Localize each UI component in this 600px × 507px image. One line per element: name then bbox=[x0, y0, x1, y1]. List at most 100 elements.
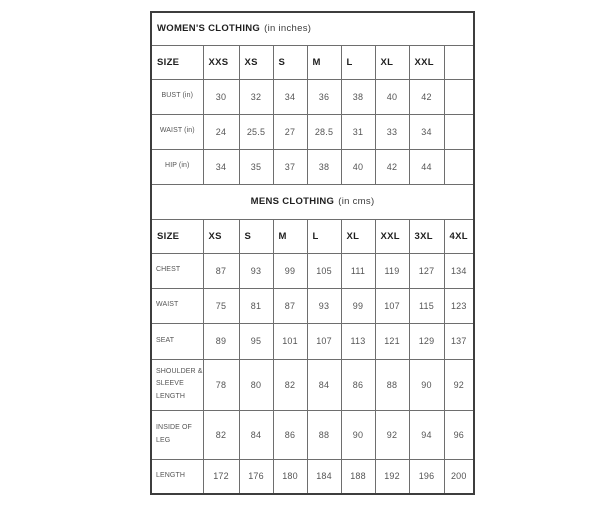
women-value-cell: 38 bbox=[340, 78, 376, 115]
women-header-cell: L bbox=[340, 44, 376, 80]
men-value-cell: 90 bbox=[408, 358, 445, 411]
men-value-cell: 200 bbox=[443, 458, 475, 495]
women-section-title: WOMEN'S CLOTHING (in inches) bbox=[150, 11, 475, 46]
women-hip-row: HIP (in) 34 35 37 38 40 42 44 bbox=[150, 148, 475, 185]
men-value-cell: 81 bbox=[238, 287, 274, 324]
men-value-cell: 101 bbox=[272, 322, 308, 360]
men-value-cell: 111 bbox=[340, 252, 376, 289]
women-row-label: HIP (in) bbox=[150, 148, 204, 185]
women-header-cell: S bbox=[272, 44, 308, 80]
women-empty-cell bbox=[443, 148, 475, 185]
women-header-cell: XS bbox=[238, 44, 274, 80]
women-title-text: WOMEN'S CLOTHING bbox=[157, 23, 261, 35]
women-row-label: BUST (in) bbox=[150, 78, 204, 115]
men-value-cell: 95 bbox=[238, 322, 274, 360]
men-value-cell: 82 bbox=[202, 409, 240, 460]
women-header-cell: XL bbox=[374, 44, 410, 80]
women-value-cell: 35 bbox=[238, 148, 274, 185]
men-value-cell: 113 bbox=[340, 322, 376, 360]
women-value-cell: 42 bbox=[374, 148, 410, 185]
women-value-cell: 42 bbox=[408, 78, 445, 115]
women-header-cell: XXS bbox=[202, 44, 240, 80]
men-row-label: CHEST bbox=[150, 252, 204, 289]
women-header-empty-cell bbox=[443, 44, 475, 80]
men-value-cell: 137 bbox=[443, 322, 475, 360]
men-value-cell: 92 bbox=[374, 409, 410, 460]
women-value-cell: 40 bbox=[374, 78, 410, 115]
men-value-cell: 172 bbox=[202, 458, 240, 495]
women-empty-cell bbox=[443, 113, 475, 150]
men-value-cell: 89 bbox=[202, 322, 240, 360]
men-value-cell: 196 bbox=[408, 458, 445, 495]
men-value-cell: 88 bbox=[306, 409, 342, 460]
women-header-size: SIZE bbox=[150, 44, 204, 80]
men-row-label: LENGTH bbox=[150, 458, 204, 495]
men-waist-row: WAIST 75 81 87 93 99 107 115 123 bbox=[150, 287, 475, 324]
women-value-cell: 27 bbox=[272, 113, 308, 150]
men-length-row: LENGTH 172 176 180 184 188 192 196 200 bbox=[150, 458, 475, 495]
men-value-cell: 78 bbox=[202, 358, 240, 411]
men-value-cell: 87 bbox=[272, 287, 308, 324]
men-value-cell: 90 bbox=[340, 409, 376, 460]
women-value-cell: 28.5 bbox=[306, 113, 342, 150]
men-seat-row: SEAT 89 95 101 107 113 121 129 137 bbox=[150, 322, 475, 360]
men-header-cell: L bbox=[306, 218, 342, 254]
men-header-size: SIZE bbox=[150, 218, 204, 254]
women-empty-cell bbox=[443, 78, 475, 115]
women-bust-row: BUST (in) 30 32 34 36 38 40 42 bbox=[150, 78, 475, 115]
men-value-cell: 92 bbox=[443, 358, 475, 411]
women-value-cell: 31 bbox=[340, 113, 376, 150]
men-title-note: (in cms) bbox=[338, 196, 375, 207]
men-value-cell: 121 bbox=[374, 322, 410, 360]
men-value-cell: 123 bbox=[443, 287, 475, 324]
men-value-cell: 87 bbox=[202, 252, 240, 289]
women-value-cell: 24 bbox=[202, 113, 240, 150]
women-value-cell: 34 bbox=[202, 148, 240, 185]
men-value-cell: 99 bbox=[272, 252, 308, 289]
men-title-row: MENS CLOTHING (in cms) bbox=[150, 183, 475, 220]
men-value-cell: 93 bbox=[238, 252, 274, 289]
women-value-cell: 33 bbox=[374, 113, 410, 150]
men-inside-leg-row: INSIDE OF LEG 82 84 86 88 90 92 94 96 bbox=[150, 409, 475, 460]
women-title-note: (in inches) bbox=[264, 23, 312, 35]
men-value-cell: 75 bbox=[202, 287, 240, 324]
men-header-row: SIZE XS S M L XL XXL 3XL 4XL bbox=[150, 218, 475, 254]
men-value-cell: 184 bbox=[306, 458, 342, 495]
women-value-cell: 36 bbox=[306, 78, 342, 115]
men-section-title: MENS CLOTHING (in cms) bbox=[150, 183, 475, 220]
women-value-cell: 34 bbox=[408, 113, 445, 150]
men-header-cell: 4XL bbox=[443, 218, 475, 254]
women-value-cell: 44 bbox=[408, 148, 445, 185]
men-value-cell: 99 bbox=[340, 287, 376, 324]
men-value-cell: 188 bbox=[340, 458, 376, 495]
men-value-cell: 176 bbox=[238, 458, 274, 495]
men-value-cell: 86 bbox=[340, 358, 376, 411]
men-value-cell: 105 bbox=[306, 252, 342, 289]
women-header-row: SIZE XXS XS S M L XL XXL bbox=[150, 44, 475, 80]
men-value-cell: 94 bbox=[408, 409, 445, 460]
women-title-row: WOMEN'S CLOTHING (in inches) bbox=[150, 11, 475, 46]
men-row-label: INSIDE OF LEG bbox=[150, 409, 204, 460]
women-value-cell: 37 bbox=[272, 148, 308, 185]
men-value-cell: 119 bbox=[374, 252, 410, 289]
women-header-cell: M bbox=[306, 44, 342, 80]
women-value-cell: 25.5 bbox=[238, 113, 274, 150]
men-header-cell: XL bbox=[340, 218, 376, 254]
men-value-cell: 96 bbox=[443, 409, 475, 460]
men-value-cell: 84 bbox=[306, 358, 342, 411]
men-value-cell: 115 bbox=[408, 287, 445, 324]
women-value-cell: 30 bbox=[202, 78, 240, 115]
men-value-cell: 93 bbox=[306, 287, 342, 324]
size-chart-table: WOMEN'S CLOTHING (in inches) SIZE XXS XS … bbox=[150, 11, 476, 495]
men-chest-row: CHEST 87 93 99 105 111 119 127 134 bbox=[150, 252, 475, 289]
men-row-label: SEAT bbox=[150, 322, 204, 360]
men-value-cell: 134 bbox=[443, 252, 475, 289]
men-header-cell: 3XL bbox=[408, 218, 445, 254]
men-title-text: MENS CLOTHING bbox=[250, 196, 335, 207]
men-header-cell: S bbox=[238, 218, 274, 254]
women-value-cell: 40 bbox=[340, 148, 376, 185]
men-value-cell: 80 bbox=[238, 358, 274, 411]
men-header-cell: XXL bbox=[374, 218, 410, 254]
men-value-cell: 127 bbox=[408, 252, 445, 289]
men-value-cell: 129 bbox=[408, 322, 445, 360]
